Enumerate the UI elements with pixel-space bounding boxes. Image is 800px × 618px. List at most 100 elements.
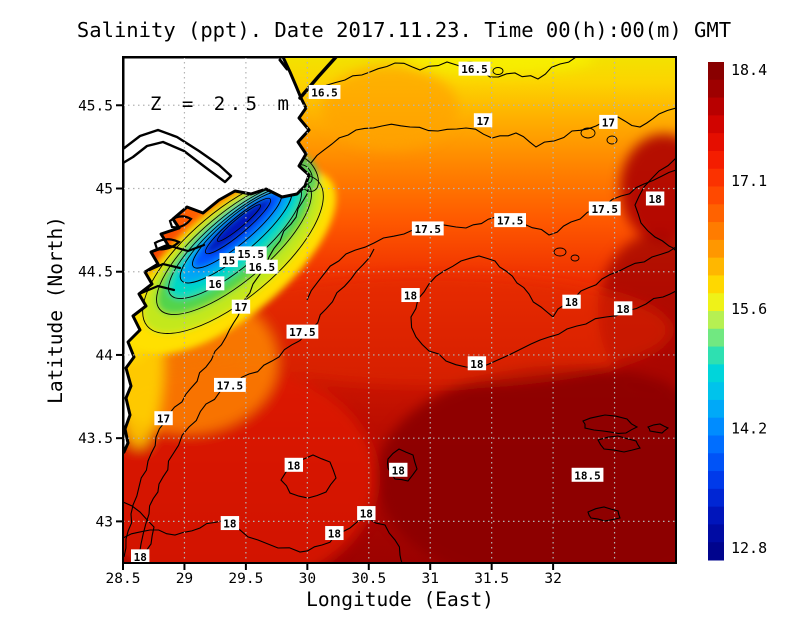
- colorbar-step: [708, 311, 724, 330]
- x-tick-label: 30.5: [351, 571, 386, 587]
- contour-label-box: [286, 324, 319, 339]
- colorbar-step: [708, 488, 724, 508]
- colorbar-step: [708, 133, 724, 152]
- colorbar-tick-label: 17.1: [731, 172, 767, 190]
- contour-label-box: [284, 457, 304, 472]
- contour-label: 15: [222, 255, 235, 268]
- contour-label: 15.5: [238, 248, 265, 261]
- contour-label-box: [411, 221, 444, 236]
- y-tick-label: 43: [96, 514, 113, 530]
- contour-label-box: [473, 113, 493, 128]
- colorbar-step: [708, 275, 724, 294]
- colorbar-step: [708, 346, 724, 365]
- contour-label-box: [562, 294, 581, 309]
- colorbar-step: [708, 382, 724, 401]
- contour-label: 18: [565, 296, 578, 309]
- colorbar-step: [708, 62, 724, 81]
- colorbar-step: [708, 150, 724, 170]
- contour-label: 16: [209, 278, 223, 291]
- contour-label: 18: [223, 518, 236, 531]
- x-tick-label: 32: [544, 571, 561, 587]
- salinity-field: [123, 57, 676, 563]
- contour-label: 18: [470, 358, 483, 371]
- colorbar-step: [708, 293, 724, 312]
- contour-label-box: [389, 462, 408, 477]
- contour-line: [597, 435, 641, 453]
- contour-label-box: [401, 288, 420, 303]
- contour-label: 17.5: [289, 326, 316, 339]
- contour-label-box: [571, 467, 604, 482]
- colorbar-step: [708, 79, 724, 99]
- colorbar-step: [708, 239, 724, 259]
- contour-label-box: [231, 299, 251, 314]
- contour-label: 18: [648, 193, 661, 206]
- colorbar-step: [708, 364, 724, 383]
- contour-line: [634, 157, 676, 252]
- colorbar-step: [708, 222, 724, 241]
- contour-label: 18: [287, 459, 300, 472]
- contour-label: 16.5: [311, 86, 338, 99]
- colorbar-tick-label: 18.4: [731, 61, 767, 79]
- colorbar-step: [708, 328, 724, 348]
- contour-label: 18: [392, 464, 405, 477]
- colorbar-step: [708, 97, 724, 116]
- y-tick-label: 44: [96, 348, 114, 364]
- y-tick-label: 43.5: [78, 431, 113, 447]
- colorbar-tick-label: 15.6: [731, 300, 767, 318]
- x-tick-label: 31.5: [474, 571, 509, 587]
- contour-label-box: [308, 84, 341, 99]
- contour-label-box: [245, 259, 278, 274]
- contour-label: 17.5: [415, 223, 442, 236]
- contour-label-box: [214, 377, 246, 392]
- coastline: [123, 57, 311, 455]
- colorbar-step: [708, 471, 724, 490]
- contour-label: 17: [476, 115, 489, 128]
- contour-label: 17: [602, 116, 615, 129]
- delta-channels: [137, 215, 206, 296]
- x-tick-label: 29: [176, 571, 193, 587]
- contour-line: [123, 517, 403, 563]
- chart-title: Salinity (ppt). Date 2017.11.23. Time 00…: [77, 18, 731, 42]
- colorbar-labels: 18.4 17.1 15.6 14.2 12.8: [731, 61, 767, 557]
- contour-label-box: [467, 356, 487, 371]
- contour-label: 18: [617, 303, 630, 316]
- contour-line: [123, 185, 310, 558]
- contour-line: [582, 414, 639, 434]
- contour-label-box: [205, 276, 225, 291]
- contour-line: [647, 423, 670, 434]
- axis-tick-labels: 28.5 29 29.5 30 30.5 31 31.5 32 45.5 45 44.5 44 43.5…: [78, 98, 562, 587]
- y-tick-label: 45: [96, 181, 113, 197]
- x-tick-label: 28.5: [106, 571, 141, 587]
- colorbar-tick-label: 12.8: [731, 539, 767, 557]
- liman-outline: [123, 128, 233, 184]
- contour-labels: 16.5 16.5 17 17 18 17.5 17.5 17.5 15.515 16.5 16 17…: [131, 61, 665, 564]
- colorbar-step: [708, 524, 724, 543]
- spit-line: [298, 57, 338, 100]
- colorbar-step: [708, 399, 724, 419]
- y-tick-label: 45.5: [78, 98, 113, 114]
- x-tick-label: 31: [421, 571, 438, 587]
- axis-ticks: [116, 104, 555, 570]
- depth-annotation: Z = 2.5 m: [150, 93, 293, 115]
- contour-label: 18: [360, 508, 373, 521]
- contour-label: 16.5: [461, 63, 488, 76]
- contour-label-box: [599, 114, 618, 129]
- land: [123, 57, 338, 455]
- contour-line: [317, 57, 577, 91]
- contour-label-box: [234, 246, 267, 261]
- contour-label: 18: [328, 528, 341, 541]
- contour-line: [410, 246, 676, 368]
- colorbar-step: [708, 204, 724, 223]
- colorbar-step: [708, 257, 724, 276]
- gridlines: [123, 57, 676, 563]
- contour-label-box: [131, 549, 150, 564]
- x-axis-title: Longitude (East): [306, 588, 494, 611]
- contour-label-box: [219, 253, 238, 268]
- river-plume: [127, 153, 337, 355]
- islet-mark: [278, 58, 289, 71]
- colorbar-step: [708, 453, 724, 472]
- contour-label-box: [154, 411, 173, 426]
- colorbar-tick-label: 14.2: [731, 420, 767, 438]
